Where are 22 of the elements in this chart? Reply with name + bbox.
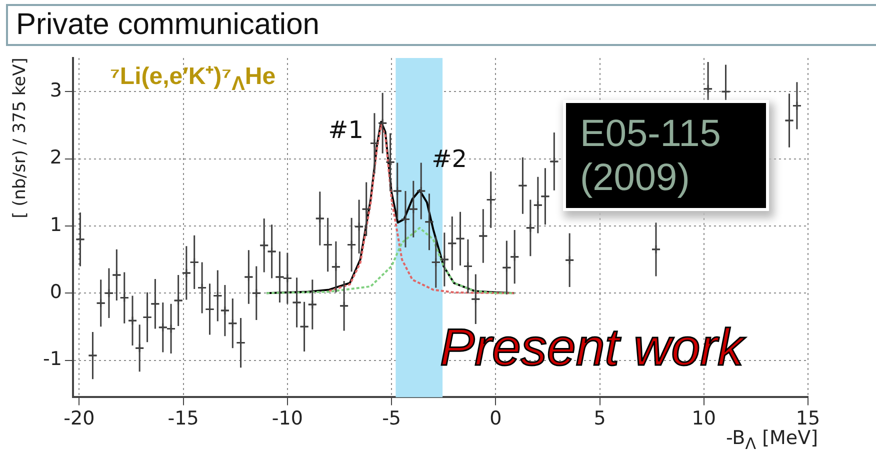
y-tick-label: 3 [50, 80, 62, 102]
annotation: #1 [328, 116, 364, 144]
annotation: Present work [440, 318, 744, 378]
line-series [266, 226, 516, 294]
y-tick-label: 2 [50, 146, 62, 169]
y-tick-label: 0 [50, 281, 62, 304]
y-tick-label: -1 [42, 348, 62, 370]
y-tick-label: 1 [50, 214, 62, 236]
annotation: E05-115 (2009) [563, 100, 769, 212]
x-tick-label: 5 [594, 408, 606, 430]
x-tick-label: -10 [272, 408, 303, 430]
x-tick-label: -15 [168, 408, 199, 430]
x-tick-label: -20 [64, 408, 95, 430]
x-tick-label: 15 [796, 408, 820, 430]
annotation: #2 [432, 144, 468, 173]
text: Private communication [6, 4, 876, 46]
annotation: ⁷Li(e,e′K⁺)⁷$_{Λ}$He [110, 62, 276, 96]
x-axis-title: -B$_{Λ}$ [MeV] [726, 427, 818, 453]
x-tick-label: 10 [692, 408, 716, 430]
x-tick-label: -5 [382, 408, 402, 430]
x-tick-label: 0 [490, 408, 502, 430]
y-axis-title: [ (nb/sr) / 375 keV] [10, 58, 30, 218]
